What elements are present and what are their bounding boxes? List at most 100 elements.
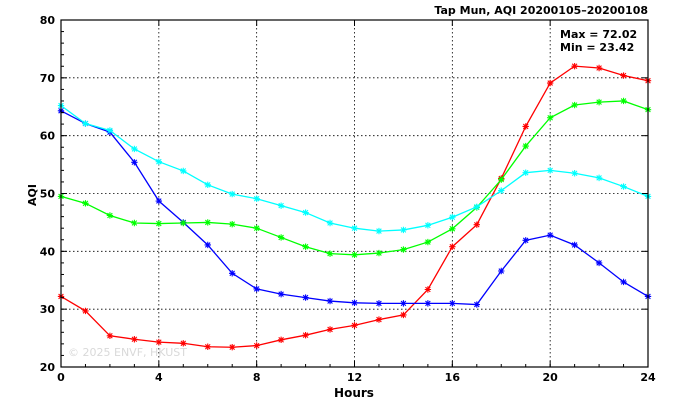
data-point xyxy=(180,219,187,227)
data-point xyxy=(595,98,603,106)
data-point xyxy=(595,64,603,72)
data-point xyxy=(204,343,211,350)
x-tick-label: 4 xyxy=(155,371,163,384)
x-tick-label: 0 xyxy=(57,371,65,384)
data-point xyxy=(375,300,383,307)
data-point xyxy=(522,169,529,176)
data-point xyxy=(449,214,456,221)
data-point xyxy=(424,238,432,246)
data-point xyxy=(131,159,138,166)
data-point xyxy=(571,170,578,177)
data-point xyxy=(498,267,505,275)
data-point xyxy=(595,174,603,182)
data-point xyxy=(253,195,260,202)
data-point xyxy=(82,200,89,207)
data-point xyxy=(400,311,407,319)
data-point xyxy=(155,338,163,346)
data-point xyxy=(229,190,236,198)
y-tick-label: 50 xyxy=(40,188,56,201)
series-line xyxy=(60,110,649,306)
data-point xyxy=(571,241,578,249)
data-point xyxy=(204,181,211,189)
data-point xyxy=(253,285,260,293)
min-annotation: Min = 23.42 xyxy=(560,41,634,54)
data-point xyxy=(180,340,187,347)
data-point xyxy=(204,219,211,226)
data-point xyxy=(424,222,432,229)
x-axis-ticks: 0 4 8 12 16 20 24 xyxy=(57,20,656,384)
data-point xyxy=(400,246,407,253)
data-point xyxy=(229,220,236,228)
data-point xyxy=(620,72,627,79)
data-point xyxy=(620,183,627,190)
data-point xyxy=(204,241,211,249)
data-point xyxy=(302,243,309,250)
data-point xyxy=(351,251,358,259)
data-point xyxy=(155,220,163,227)
data-point xyxy=(131,219,138,227)
x-tick-label: 20 xyxy=(543,371,559,384)
data-point xyxy=(351,225,358,232)
data-point xyxy=(400,226,407,234)
data-point xyxy=(277,290,285,298)
x-tick-label: 8 xyxy=(253,371,261,384)
y-axis-ticks: 20 30 40 50 60 70 80 xyxy=(40,14,648,374)
data-point xyxy=(302,294,309,301)
x-tick-label: 12 xyxy=(347,371,362,384)
data-point xyxy=(522,237,529,244)
data-point xyxy=(326,326,334,333)
data-point xyxy=(473,221,480,228)
data-point xyxy=(522,142,529,150)
data-point xyxy=(473,203,480,211)
y-tick-label: 80 xyxy=(40,14,56,27)
series-2 xyxy=(57,107,652,308)
data-point xyxy=(302,331,309,339)
data-point xyxy=(82,120,89,127)
x-axis-label: Hours xyxy=(334,386,374,400)
data-point xyxy=(546,231,554,239)
data-point xyxy=(498,176,505,183)
data-point xyxy=(449,300,456,307)
data-point xyxy=(498,187,505,194)
data-point xyxy=(571,101,578,109)
watermark: © 2025 ENVF, HKUST xyxy=(68,346,187,359)
data-point xyxy=(595,259,603,267)
data-point xyxy=(106,332,114,339)
data-point xyxy=(375,249,383,257)
data-point xyxy=(326,297,334,305)
data-point xyxy=(522,123,529,130)
data-point xyxy=(131,145,138,153)
data-point xyxy=(351,299,358,307)
data-point xyxy=(326,250,334,257)
y-tick-label: 20 xyxy=(40,361,56,374)
data-point xyxy=(424,300,432,307)
series-1 xyxy=(57,62,652,351)
series-3 xyxy=(57,97,652,259)
data-point xyxy=(82,307,89,315)
data-point xyxy=(546,167,554,174)
data-point xyxy=(620,97,627,105)
series-lines xyxy=(57,62,652,351)
data-point xyxy=(424,286,432,293)
data-point xyxy=(155,158,163,165)
data-point xyxy=(449,225,456,232)
data-point xyxy=(106,212,114,219)
data-point xyxy=(155,197,163,205)
y-axis-label: AQI xyxy=(26,184,39,206)
x-tick-label: 16 xyxy=(445,371,461,384)
data-point xyxy=(473,301,480,308)
data-point xyxy=(253,225,260,232)
max-annotation: Max = 72.02 xyxy=(560,28,637,41)
data-point xyxy=(229,344,236,351)
data-point xyxy=(326,219,334,227)
data-point xyxy=(131,336,138,343)
data-point xyxy=(449,243,456,250)
data-point xyxy=(620,278,627,286)
chart-title: Tap Mun, AQI 20200105–20200108 xyxy=(434,4,648,17)
data-point xyxy=(375,227,383,235)
data-point xyxy=(180,167,187,175)
data-point xyxy=(277,336,285,344)
data-point xyxy=(571,62,578,70)
data-point xyxy=(400,300,407,307)
